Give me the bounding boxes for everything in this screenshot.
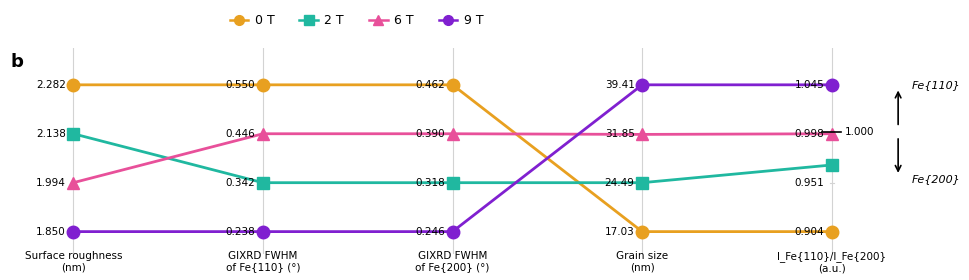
Text: 1.045: 1.045 bbox=[794, 80, 824, 90]
Text: GIXRD FWHM
of Fe{200} (°): GIXRD FWHM of Fe{200} (°) bbox=[415, 251, 489, 272]
Text: 1.994: 1.994 bbox=[36, 178, 66, 188]
Text: 0.951: 0.951 bbox=[794, 178, 824, 188]
Text: 0.238: 0.238 bbox=[226, 227, 255, 237]
Text: 39.41: 39.41 bbox=[604, 80, 634, 90]
Text: 1.000: 1.000 bbox=[844, 127, 874, 137]
Text: 2.138: 2.138 bbox=[36, 129, 66, 139]
Text: Fe{110}: Fe{110} bbox=[911, 80, 959, 90]
Text: 31.85: 31.85 bbox=[604, 129, 634, 139]
Text: 0.318: 0.318 bbox=[415, 178, 445, 188]
Text: 2.282: 2.282 bbox=[36, 80, 66, 90]
Text: Grain size
(nm): Grain size (nm) bbox=[615, 251, 668, 272]
Text: 0.446: 0.446 bbox=[226, 129, 255, 139]
Text: b: b bbox=[11, 53, 23, 71]
Text: I_Fe{110}/I_Fe{200}
(a.u.): I_Fe{110}/I_Fe{200} (a.u.) bbox=[776, 251, 886, 273]
Text: 17.03: 17.03 bbox=[605, 227, 634, 237]
Text: 0.462: 0.462 bbox=[415, 80, 445, 90]
Text: 0.342: 0.342 bbox=[226, 178, 255, 188]
Text: GIXRD FWHM
of Fe{110} (°): GIXRD FWHM of Fe{110} (°) bbox=[226, 251, 299, 272]
Text: 0.998: 0.998 bbox=[794, 129, 824, 139]
Text: 0.904: 0.904 bbox=[794, 227, 824, 237]
Text: 24.49: 24.49 bbox=[604, 178, 634, 188]
Text: 1.850: 1.850 bbox=[36, 227, 66, 237]
Text: 0.246: 0.246 bbox=[415, 227, 445, 237]
Text: Surface roughness
(nm): Surface roughness (nm) bbox=[24, 251, 122, 272]
Text: Fe{200}: Fe{200} bbox=[911, 174, 959, 184]
Text: 0.550: 0.550 bbox=[226, 80, 255, 90]
Legend: 0 T, 2 T, 6 T, 9 T: 0 T, 2 T, 6 T, 9 T bbox=[225, 9, 487, 32]
Text: 0.390: 0.390 bbox=[415, 129, 445, 139]
